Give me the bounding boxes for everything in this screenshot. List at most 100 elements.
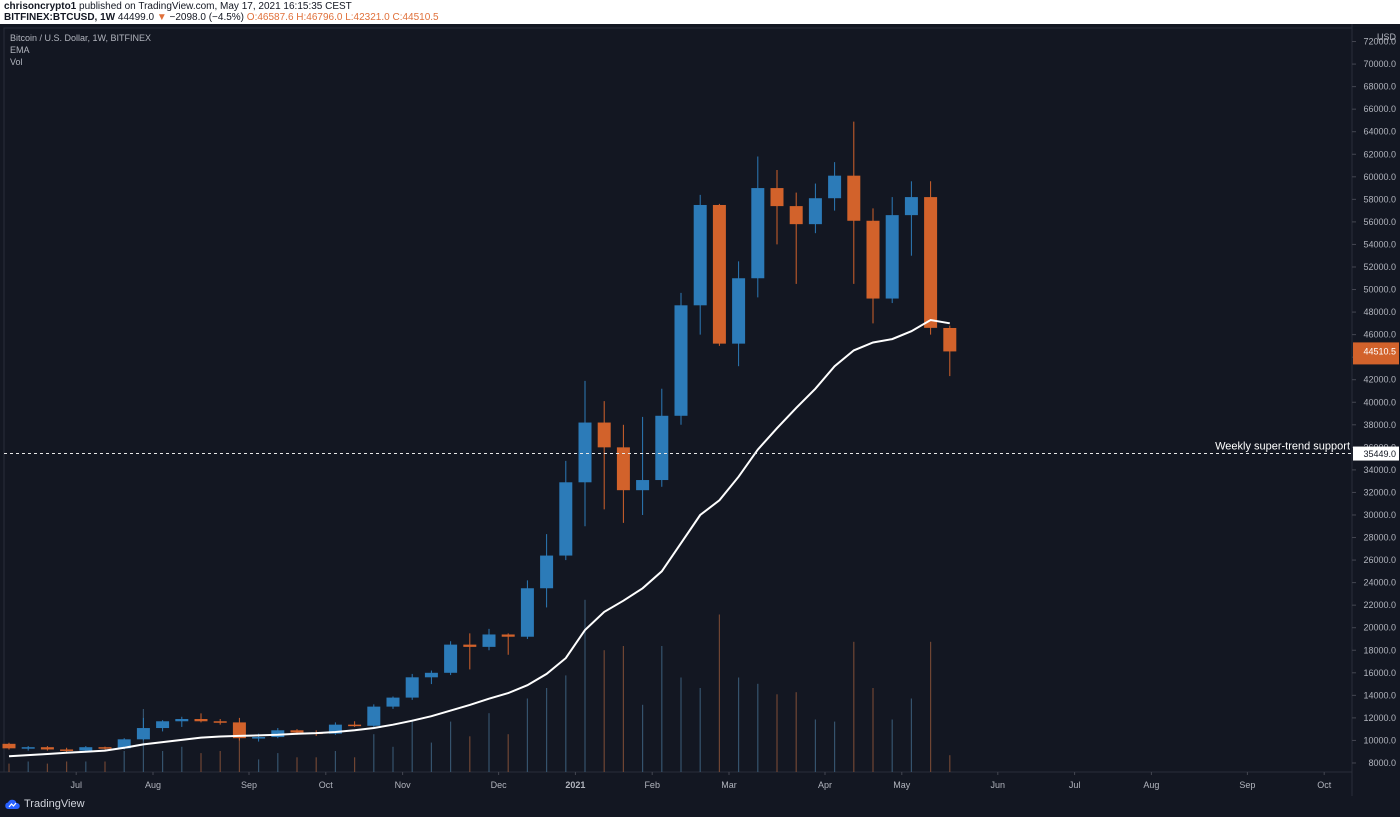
candle-body[interactable] <box>712 204 726 344</box>
candle-body[interactable] <box>808 198 822 225</box>
candle-body[interactable] <box>636 480 650 491</box>
legend-ema[interactable]: EMA <box>10 45 30 55</box>
volume-bar <box>411 719 413 772</box>
volume-bar <box>526 698 528 772</box>
candle-body[interactable] <box>866 220 880 299</box>
x-tick-label: May <box>893 780 911 790</box>
volume-bar <box>930 641 932 772</box>
volume-bar <box>8 763 10 772</box>
candle-body[interactable] <box>655 415 669 481</box>
x-tick-label: Mar <box>721 780 737 790</box>
publish-date: published on TradingView.com, May 17, 20… <box>76 1 352 12</box>
candle-body[interactable] <box>501 634 515 637</box>
candle-body[interactable] <box>21 747 35 749</box>
candle-body[interactable] <box>616 447 630 491</box>
candle-body[interactable] <box>136 728 150 740</box>
candle-body[interactable] <box>904 197 918 216</box>
y-tick-label: 58000.0 <box>1363 194 1396 204</box>
candle-body[interactable] <box>540 555 554 589</box>
support-price-tag-bg <box>1353 446 1399 461</box>
candle-body[interactable] <box>232 722 246 739</box>
y-tick-label: 14000.0 <box>1363 690 1396 700</box>
candle-body[interactable] <box>520 588 534 637</box>
volume-bar <box>872 688 874 772</box>
price-change: −2098.0 (−4.5%) <box>169 12 245 23</box>
candle-body[interactable] <box>943 327 957 352</box>
candle-body[interactable] <box>578 422 592 483</box>
candle-body[interactable] <box>828 175 842 199</box>
candle-body[interactable] <box>175 719 189 722</box>
volume-bar <box>142 709 144 772</box>
volume-bar <box>507 734 509 772</box>
candle-body[interactable] <box>424 672 438 678</box>
candle-body[interactable] <box>482 634 496 647</box>
last-price-tag-bg <box>1353 342 1399 365</box>
volume-bar <box>354 757 356 772</box>
change-arrow-icon: ▼ <box>156 12 167 23</box>
x-tick-label: Aug <box>1143 780 1159 790</box>
candle-body[interactable] <box>348 724 362 727</box>
volume-bar <box>834 721 836 772</box>
chart-footer <box>0 796 1400 817</box>
candle-body[interactable] <box>271 730 285 738</box>
candle-body[interactable] <box>789 206 803 225</box>
y-tick-label: 60000.0 <box>1363 172 1396 182</box>
volume-bar <box>450 721 452 772</box>
y-tick-label: 50000.0 <box>1363 285 1396 295</box>
candle-body[interactable] <box>40 747 54 750</box>
candle-body[interactable] <box>405 677 419 698</box>
currency-label[interactable]: USD <box>1377 32 1397 42</box>
volume-bar <box>584 599 586 772</box>
candle-body[interactable] <box>117 739 131 749</box>
candle-body[interactable] <box>674 305 688 416</box>
y-tick-label: 8000.0 <box>1368 758 1396 768</box>
candle-body[interactable] <box>732 278 746 344</box>
candle-body[interactable] <box>770 188 784 207</box>
candle-body[interactable] <box>328 724 342 734</box>
candle-body[interactable] <box>252 737 266 739</box>
x-tick-label: Aug <box>145 780 161 790</box>
y-tick-label: 42000.0 <box>1363 375 1396 385</box>
candle-body[interactable] <box>444 644 458 673</box>
chart-legend: Bitcoin / U.S. Dollar, 1W, BITFINEX EMA … <box>10 32 151 68</box>
y-tick-label: 18000.0 <box>1363 645 1396 655</box>
volume-bar <box>85 761 87 772</box>
volume-bar <box>66 761 68 772</box>
legend-vol[interactable]: Vol <box>10 57 23 67</box>
candle-body[interactable] <box>693 204 707 306</box>
candle-body[interactable] <box>367 706 381 726</box>
volume-bar <box>718 614 720 772</box>
candle-body[interactable] <box>463 644 477 647</box>
volume-bar <box>642 704 644 772</box>
candle-body[interactable] <box>98 747 112 749</box>
publish-header: chrisoncrypto1 published on TradingView.… <box>0 0 1400 24</box>
candle-body[interactable] <box>194 719 208 722</box>
candle-body[interactable] <box>79 747 93 751</box>
candle-body[interactable] <box>2 743 16 749</box>
candle-body[interactable] <box>751 188 765 279</box>
last-price-tag: 44510.5 <box>1363 346 1396 356</box>
candle-body[interactable] <box>290 730 304 733</box>
y-tick-label: 72000.0 <box>1363 37 1396 47</box>
volume-bar <box>334 751 336 772</box>
volume-bar <box>315 757 317 772</box>
author-name[interactable]: chrisoncrypto1 <box>4 1 77 12</box>
price-chart[interactable]: Weekly super-trend support 8000.0 10000.0 1… <box>0 24 1400 796</box>
candle-body[interactable] <box>60 749 74 751</box>
last-price: 44499.0 <box>117 12 155 23</box>
candle-body[interactable] <box>213 721 227 723</box>
y-tick-label: 64000.0 <box>1363 127 1396 137</box>
candle-body[interactable] <box>597 422 611 448</box>
y-tick-label: 66000.0 <box>1363 104 1396 114</box>
candle-body[interactable] <box>386 697 400 707</box>
candle-body[interactable] <box>885 215 899 299</box>
candle-body[interactable] <box>559 482 573 556</box>
tradingview-brand: TradingView <box>24 798 85 810</box>
volume-bar <box>661 646 663 772</box>
volume-bar <box>699 688 701 772</box>
candle-body[interactable] <box>847 175 861 221</box>
candle-body[interactable] <box>156 721 170 729</box>
ema-line <box>8 318 950 758</box>
candle-body[interactable] <box>924 197 938 328</box>
tradingview-logo[interactable]: TradingView <box>4 798 85 810</box>
